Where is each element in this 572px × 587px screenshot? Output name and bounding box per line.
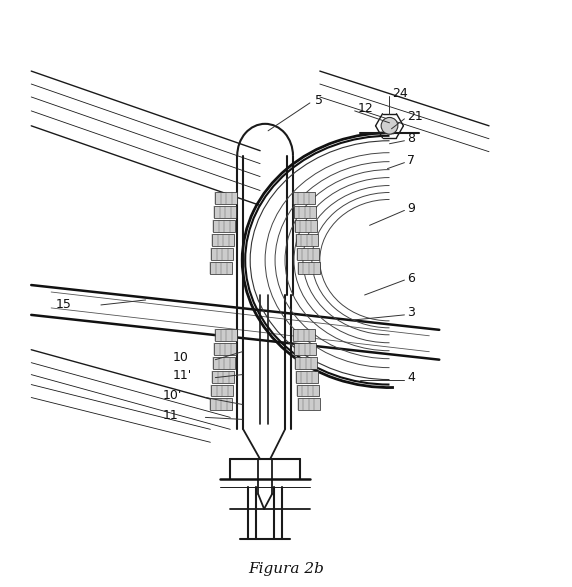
Bar: [212, 370, 235, 383]
Bar: [298, 262, 320, 274]
Text: 10': 10': [162, 389, 182, 402]
Circle shape: [381, 117, 398, 134]
Text: 12: 12: [358, 102, 374, 116]
Bar: [297, 248, 319, 260]
Bar: [296, 234, 318, 246]
Bar: [212, 234, 235, 246]
Bar: [210, 262, 232, 274]
Bar: [212, 248, 233, 260]
Text: 5: 5: [315, 95, 323, 107]
Text: 10: 10: [173, 351, 188, 364]
Bar: [295, 220, 317, 232]
Bar: [296, 370, 318, 383]
Bar: [295, 357, 317, 369]
Text: 6: 6: [407, 272, 415, 285]
Bar: [297, 384, 319, 396]
Text: 11': 11': [173, 369, 192, 382]
Text: 15: 15: [56, 298, 72, 312]
Bar: [210, 399, 232, 410]
Text: 3: 3: [407, 306, 415, 319]
Text: 8: 8: [407, 132, 415, 145]
Bar: [294, 207, 316, 218]
Bar: [213, 357, 235, 369]
Bar: [215, 329, 237, 341]
Bar: [294, 343, 316, 355]
Bar: [214, 343, 236, 355]
Text: 4: 4: [407, 371, 415, 384]
Text: Figura 2b: Figura 2b: [248, 562, 324, 576]
Bar: [214, 207, 236, 218]
Bar: [212, 384, 233, 396]
Bar: [215, 193, 237, 204]
Bar: [293, 329, 315, 341]
Text: 21: 21: [407, 110, 423, 123]
Bar: [298, 399, 320, 410]
Text: 11: 11: [162, 409, 178, 422]
Bar: [293, 193, 315, 204]
Bar: [213, 220, 235, 232]
Text: 9: 9: [407, 202, 415, 215]
Text: 24: 24: [392, 87, 408, 100]
Text: 7: 7: [407, 154, 415, 167]
